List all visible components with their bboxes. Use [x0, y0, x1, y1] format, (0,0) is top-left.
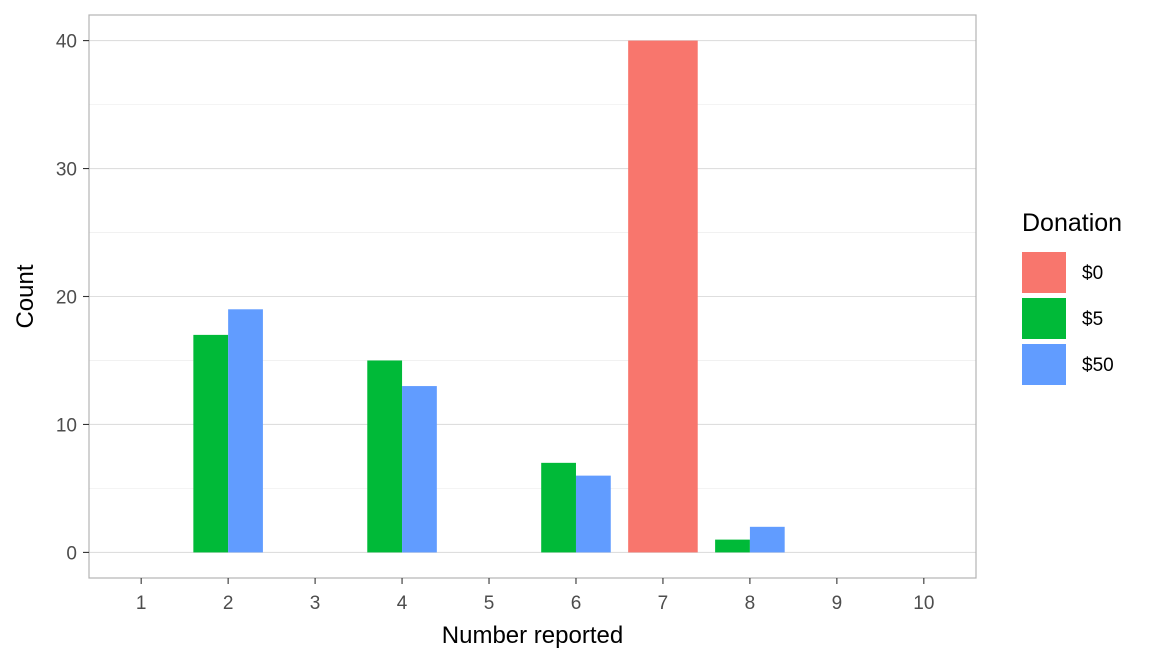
legend-label: $0 — [1082, 263, 1103, 284]
legend-key — [1022, 252, 1066, 293]
legend-label: $5 — [1082, 309, 1103, 330]
x-tick-label: 6 — [571, 593, 582, 614]
bar — [367, 360, 403, 553]
y-tick-label: 0 — [66, 543, 77, 564]
bar — [402, 386, 437, 553]
legend-title: Donation — [1022, 209, 1122, 237]
legend-key — [1022, 344, 1066, 385]
y-tick-label: 40 — [56, 32, 77, 53]
bars — [193, 40, 785, 553]
x-tick-label: 1 — [136, 593, 147, 614]
bar — [541, 462, 576, 553]
legend-key — [1022, 298, 1066, 339]
x-tick-label: 9 — [832, 593, 843, 614]
x-tick-label: 10 — [913, 593, 934, 614]
y-tick-label: 20 — [56, 288, 77, 309]
bar — [715, 539, 750, 553]
x-tick-label: 2 — [223, 593, 234, 614]
y-tick-label: 10 — [56, 415, 77, 436]
bar — [749, 526, 785, 553]
bar — [228, 309, 263, 553]
bar — [575, 475, 611, 553]
x-tick-label: 3 — [310, 593, 321, 614]
x-axis-title: Number reported — [442, 622, 623, 649]
x-tick-label: 5 — [484, 593, 495, 614]
legend-items: $0 $5 $50 — [1022, 252, 1114, 385]
y-tick-label: 30 — [56, 160, 77, 181]
legend-label: $50 — [1082, 355, 1114, 376]
x-tick-label: 8 — [745, 593, 756, 614]
y-axis: 0 10 20 30 40 — [56, 32, 89, 564]
bar — [193, 334, 229, 553]
legend: Donation $0 $5 $50 — [1022, 209, 1122, 385]
x-axis: 1 2 3 4 5 6 7 8 9 10 — [136, 578, 934, 614]
y-axis-title: Count — [12, 264, 39, 328]
bar — [628, 40, 698, 553]
x-tick-label: 7 — [658, 593, 669, 614]
x-tick-label: 4 — [397, 593, 408, 614]
